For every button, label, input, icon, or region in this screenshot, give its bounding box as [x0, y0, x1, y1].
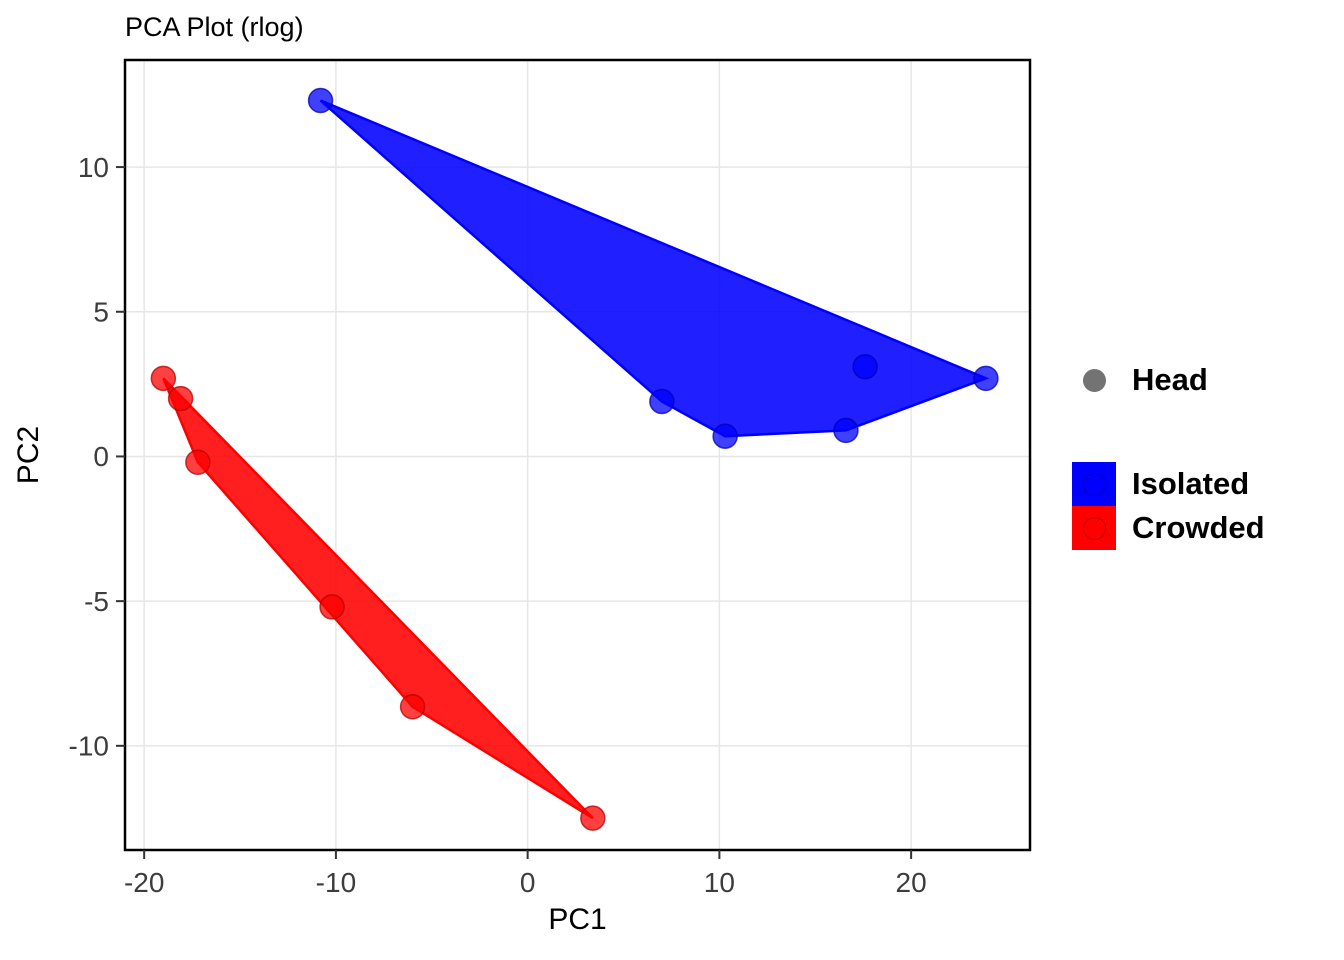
y-tick-label: -10 — [69, 731, 109, 762]
legend-entry-isolated: Isolated — [1072, 462, 1265, 506]
point-isolated — [307, 87, 334, 114]
y-tick-label: 10 — [78, 152, 109, 183]
y-axis-label: PC2 — [12, 425, 45, 485]
legend-label-head: Head — [1132, 362, 1208, 397]
legend-key-isolated — [1072, 462, 1116, 506]
x-tick-label: -20 — [124, 867, 164, 898]
legend-entry-head: Head — [1072, 358, 1265, 402]
x-axis-label: PC1 — [548, 903, 607, 936]
x-tick-label: 0 — [520, 867, 536, 898]
point-crowded — [580, 805, 606, 831]
x-tick-label: 10 — [704, 867, 735, 898]
panel-border — [123, 58, 1032, 852]
point-isolated — [833, 417, 859, 444]
point-crowded — [399, 694, 426, 720]
x-tick-label: -10 — [316, 867, 356, 898]
point-isolated — [649, 388, 675, 415]
point-isolated — [852, 353, 878, 380]
x-tick-label: 20 — [896, 867, 927, 898]
hull-isolated — [319, 99, 990, 438]
head-point-icon — [1082, 368, 1106, 392]
point-crowded — [185, 449, 211, 475]
y-tick-label: 0 — [93, 441, 109, 472]
legend-label-isolated: Isolated — [1132, 466, 1250, 501]
legend-entry-crowded: Crowded — [1072, 506, 1265, 550]
legend-label-crowded: Crowded — [1132, 510, 1265, 545]
legend-key-crowded — [1072, 506, 1116, 550]
point-isolated — [712, 423, 738, 449]
legend-key-head — [1072, 358, 1116, 402]
y-tick-label: -5 — [84, 586, 109, 617]
point-crowded — [319, 594, 345, 620]
legend: Head Isolated Crowded — [1072, 358, 1265, 550]
point-isolated — [973, 365, 999, 392]
point-crowded — [167, 385, 194, 412]
point-crowded — [150, 365, 177, 392]
chart-title: PCA Plot (rlog) — [125, 12, 304, 42]
crowded-point-icon — [1082, 516, 1106, 540]
isolated-point-icon — [1082, 472, 1106, 496]
hull-crowded — [162, 377, 594, 820]
y-tick-label: 5 — [93, 297, 109, 328]
